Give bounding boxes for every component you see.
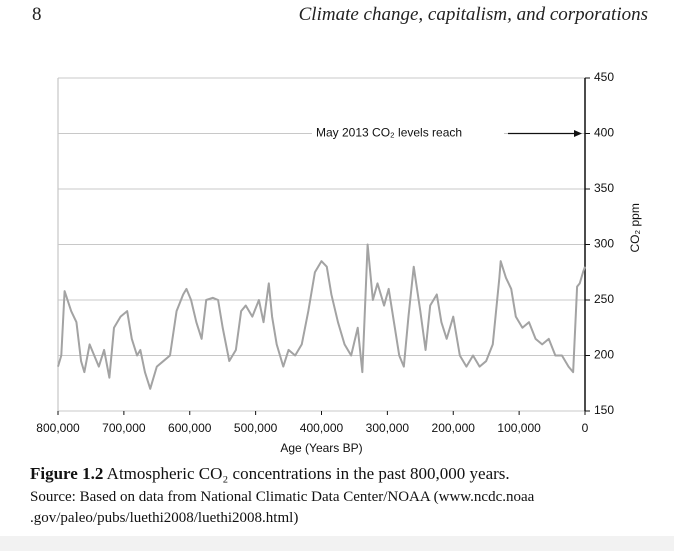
- page-footer: [0, 536, 674, 551]
- running-title: Climate change, capitalism, and corporat…: [298, 4, 648, 25]
- y-axis-label: CO₂ ppm: [628, 203, 642, 252]
- y-tick-label: 350: [594, 181, 614, 195]
- x-tick-label: 500,000: [234, 421, 278, 435]
- caption-text: Atmospheric CO₂ concentrations in the pa…: [106, 464, 510, 483]
- x-tick-label: 200,000: [432, 421, 476, 435]
- arrow-head: [574, 130, 582, 137]
- caption-label: Figure 1.2: [30, 464, 104, 483]
- y-tick-label: 200: [594, 348, 614, 362]
- x-axis-label: Age (Years BP): [280, 441, 362, 455]
- y-tick-label: 250: [594, 292, 614, 306]
- x-tick-label: 400,000: [300, 421, 344, 435]
- y-tick-label: 400: [594, 126, 614, 140]
- caption: Figure 1.2 Atmospheric CO₂ concentration…: [30, 464, 650, 529]
- y-tick-label: 450: [594, 70, 614, 84]
- annotation: May 2013 CO₂ levels reach: [316, 126, 462, 140]
- x-tick-label: 100,000: [497, 421, 541, 435]
- x-tick-label: 800,000: [36, 421, 80, 435]
- x-tick-label: 600,000: [168, 421, 212, 435]
- caption-line: Figure 1.2 Atmospheric CO₂ concentration…: [30, 464, 650, 484]
- x-tick-label: 700,000: [102, 421, 146, 435]
- chart: 150 200 250 300 350 400 450 800,000 700,000 600,0…: [36, 70, 642, 455]
- annotation-background: [312, 123, 504, 144]
- caption-source: Source: Based on data from National Clim…: [30, 489, 535, 526]
- page-number: 8: [32, 4, 42, 25]
- y-tick-label: 150: [594, 403, 614, 417]
- x-tick-label: 300,000: [366, 421, 410, 435]
- co2-line: [57, 243, 586, 390]
- y-tick-label: 300: [594, 237, 614, 251]
- x-tick-label: 0: [582, 421, 589, 435]
